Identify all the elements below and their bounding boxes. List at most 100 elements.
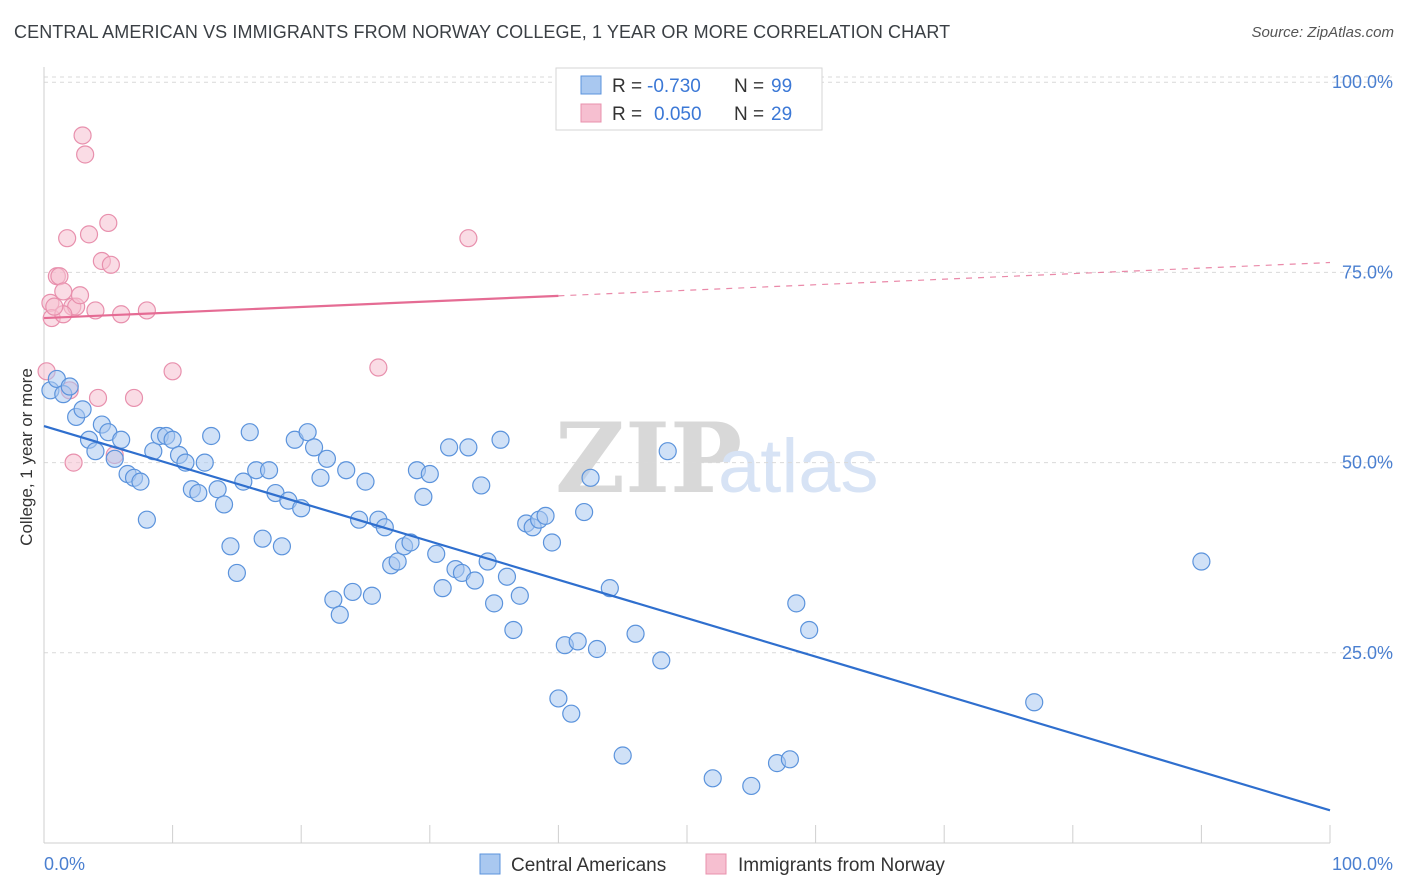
y-tick-label: 75.0% bbox=[1342, 262, 1393, 282]
data-point bbox=[101, 255, 120, 274]
legend-n-value-2: 29 bbox=[771, 104, 792, 125]
data-point bbox=[88, 388, 108, 408]
data-point bbox=[163, 362, 182, 381]
data-point bbox=[86, 442, 105, 461]
data-point bbox=[54, 282, 73, 301]
data-point bbox=[427, 544, 446, 564]
data-point bbox=[356, 472, 375, 491]
data-point bbox=[259, 461, 279, 480]
bottom-legend-swatch-pink bbox=[705, 853, 727, 875]
data-point bbox=[362, 586, 382, 605]
data-point bbox=[304, 438, 324, 457]
data-point bbox=[542, 533, 562, 552]
data-point bbox=[420, 464, 439, 484]
data-point bbox=[45, 297, 64, 316]
data-point bbox=[324, 590, 343, 609]
bottom-legend-label-1: Central Americans bbox=[511, 855, 666, 876]
data-point bbox=[459, 229, 478, 248]
data-point bbox=[401, 533, 420, 552]
data-point bbox=[208, 480, 227, 499]
data-point bbox=[497, 567, 517, 586]
y-tick-labels: 25.0% 50.0% 75.0% 100.0% bbox=[1332, 72, 1393, 663]
y-axis-title: College, 1 year or more bbox=[17, 368, 36, 546]
data-point bbox=[549, 689, 568, 708]
legend-n-label-1: N = bbox=[734, 76, 764, 97]
data-point bbox=[214, 495, 234, 514]
data-point bbox=[703, 769, 722, 788]
data-point bbox=[227, 563, 246, 583]
data-point bbox=[485, 594, 504, 613]
data-point bbox=[439, 438, 459, 457]
data-point bbox=[388, 552, 407, 571]
bottom-legend-swatch-blue bbox=[479, 853, 501, 875]
data-point bbox=[587, 639, 607, 659]
data-point bbox=[131, 472, 150, 491]
data-point bbox=[465, 571, 484, 590]
data-point bbox=[491, 430, 510, 449]
y-tick-label: 50.0% bbox=[1342, 453, 1393, 473]
data-point bbox=[613, 746, 632, 765]
data-point bbox=[105, 449, 124, 468]
legend-r-label-2: R = bbox=[612, 104, 642, 125]
legend-r-label-1: R = bbox=[612, 76, 642, 97]
data-point bbox=[433, 579, 452, 598]
data-point bbox=[472, 476, 491, 495]
legend-r-value-1: -0.730 bbox=[647, 76, 701, 97]
data-point bbox=[1025, 693, 1044, 712]
legend-r-value-2: 0.050 bbox=[654, 104, 702, 125]
data-point bbox=[536, 506, 555, 525]
data-point bbox=[137, 301, 156, 320]
data-point bbox=[652, 651, 671, 670]
data-point bbox=[568, 632, 587, 651]
trend-line-central-americans bbox=[43, 425, 1331, 812]
data-point bbox=[311, 468, 330, 487]
data-point bbox=[50, 267, 69, 286]
x-tick-labels: 0.0% 100.0% bbox=[44, 854, 1393, 874]
data-point bbox=[1192, 552, 1211, 571]
data-point bbox=[562, 704, 581, 723]
trend-line-norway-dashed bbox=[558, 261, 1331, 297]
data-point bbox=[73, 400, 92, 419]
legend-swatch-pink bbox=[580, 103, 602, 123]
data-point bbox=[124, 388, 144, 408]
data-point bbox=[76, 145, 95, 164]
watermark-zip: ZIP bbox=[555, 402, 742, 515]
watermark-atlas: atlas bbox=[718, 424, 879, 509]
data-point bbox=[581, 468, 600, 487]
data-point bbox=[780, 750, 799, 769]
data-point bbox=[504, 620, 523, 640]
data-point bbox=[137, 510, 156, 529]
axes bbox=[43, 67, 1331, 844]
data-point bbox=[626, 624, 645, 643]
data-point bbox=[330, 605, 349, 624]
data-point bbox=[575, 502, 594, 522]
data-point bbox=[369, 358, 388, 377]
data-point bbox=[58, 229, 77, 248]
series-immigrants-from-norway-points bbox=[37, 126, 478, 472]
data-point bbox=[742, 776, 761, 796]
data-point bbox=[272, 537, 292, 556]
y-tick-label: 25.0% bbox=[1342, 643, 1393, 663]
data-point bbox=[787, 594, 806, 613]
data-point bbox=[99, 213, 118, 233]
data-point bbox=[70, 286, 90, 305]
data-point bbox=[195, 453, 214, 472]
x-tick-label: 0.0% bbox=[44, 854, 85, 874]
data-point bbox=[112, 430, 131, 449]
x-tick-label: 100.0% bbox=[1332, 854, 1393, 874]
data-point bbox=[189, 483, 208, 503]
data-point bbox=[221, 537, 240, 556]
data-point bbox=[79, 225, 99, 244]
legend-swatch-blue bbox=[580, 75, 602, 95]
data-point bbox=[253, 529, 272, 548]
data-point bbox=[510, 586, 529, 605]
trend-line-norway-solid bbox=[43, 294, 559, 320]
data-point bbox=[317, 449, 337, 468]
bottom-legend: Central Americans Immigrants from Norway bbox=[479, 853, 945, 876]
bottom-legend-label-2: Immigrants from Norway bbox=[738, 855, 945, 876]
data-point bbox=[600, 579, 619, 598]
legend-n-value-1: 99 bbox=[771, 76, 792, 97]
data-point bbox=[202, 426, 221, 446]
data-point bbox=[60, 377, 79, 396]
